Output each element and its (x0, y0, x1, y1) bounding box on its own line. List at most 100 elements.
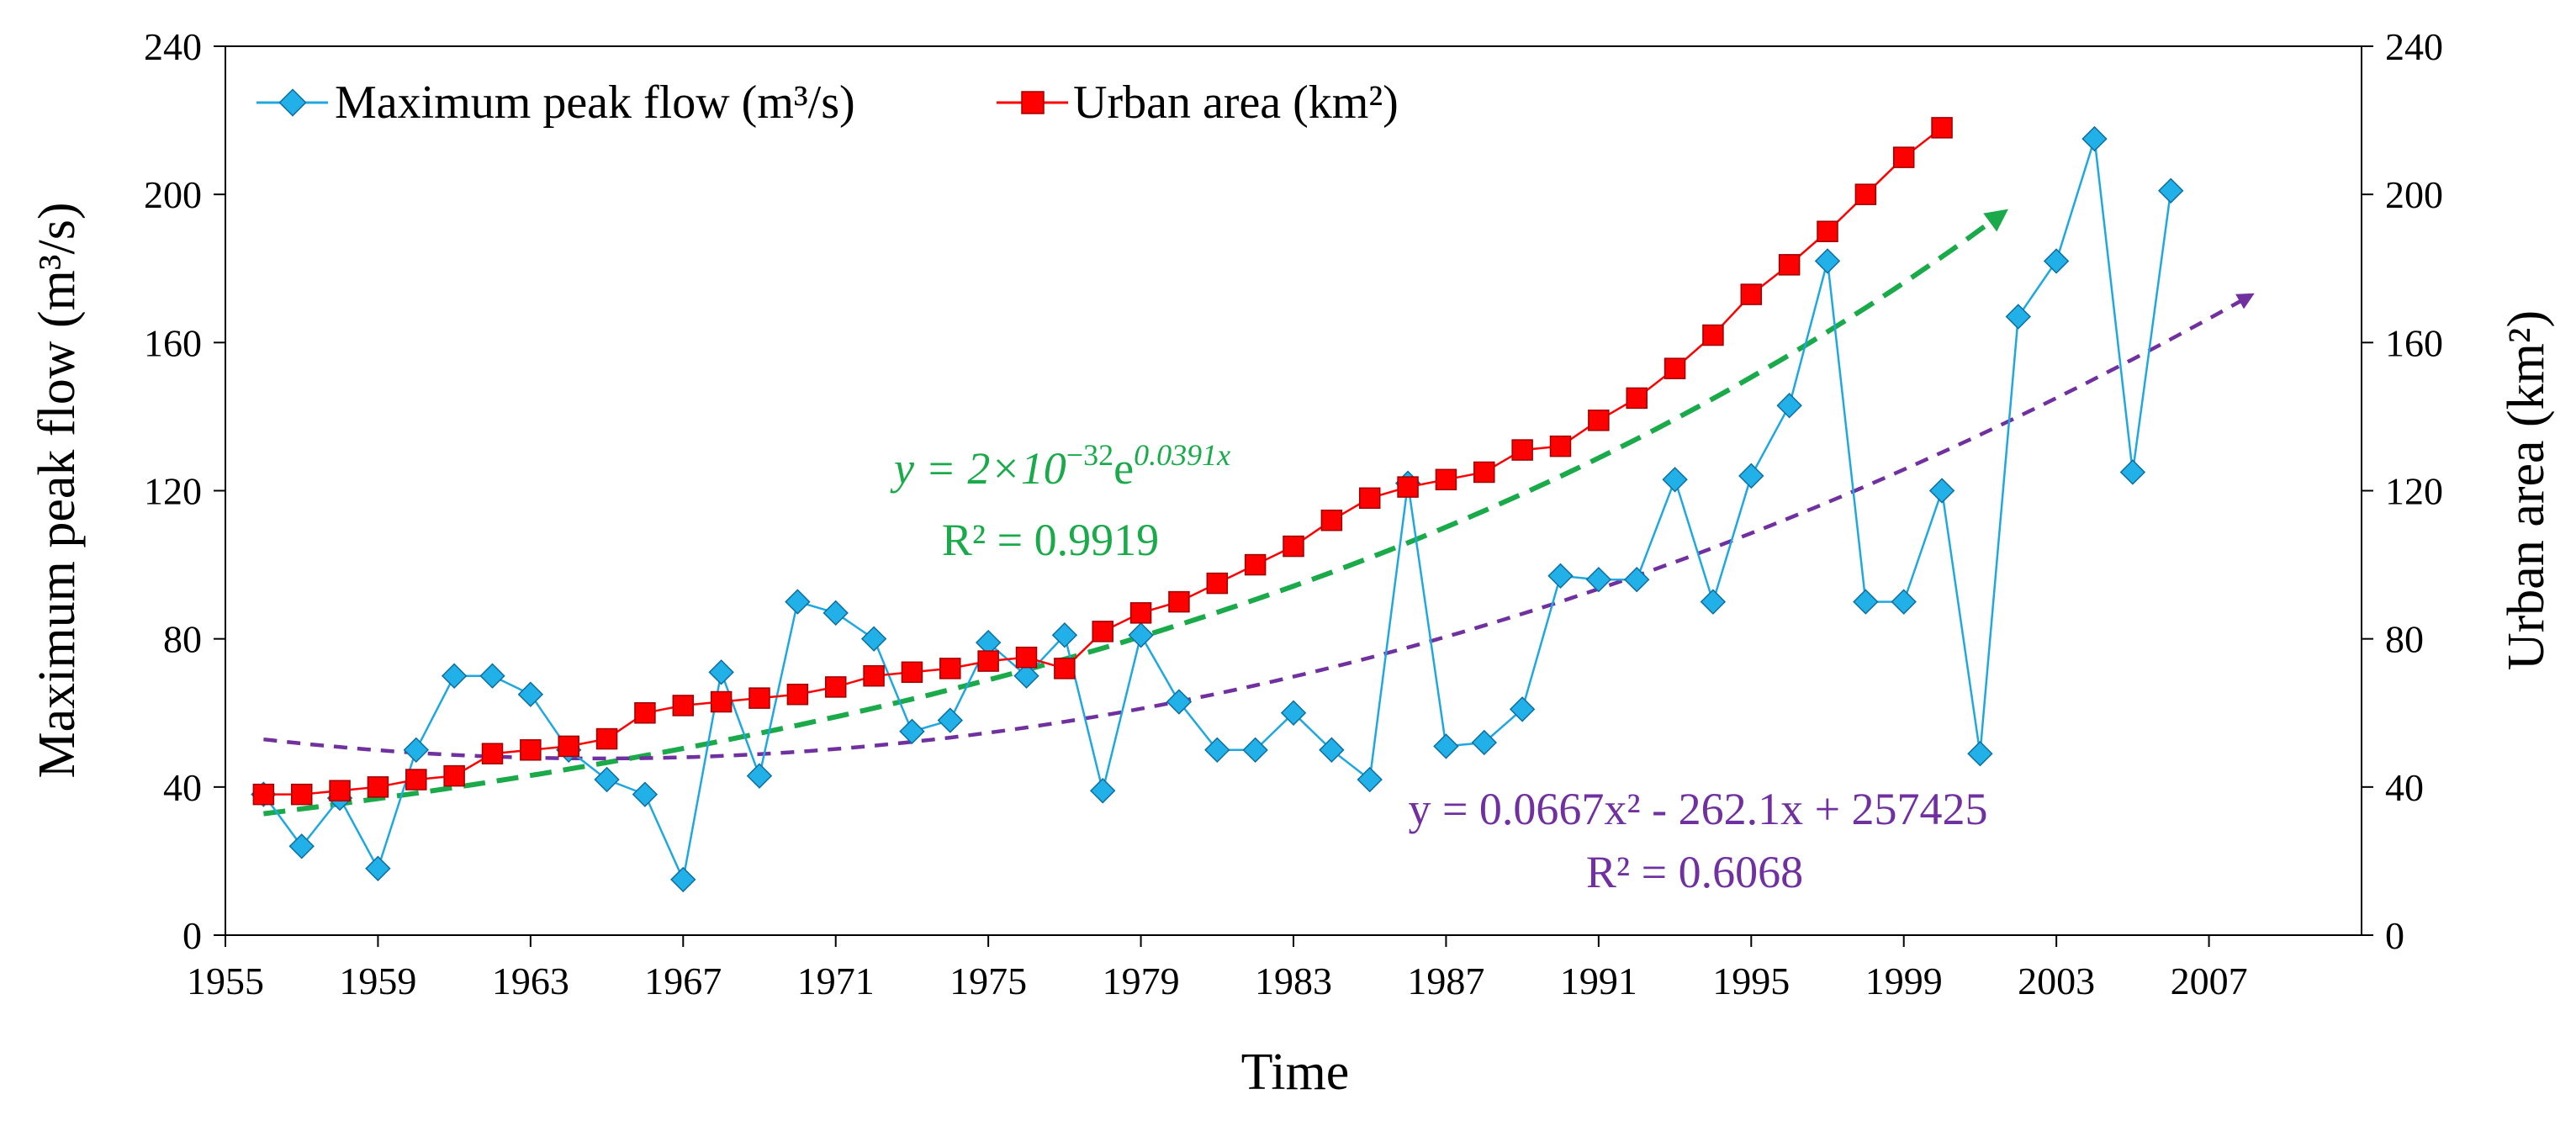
urban-area-point-1985 (1358, 487, 1381, 510)
peak-flow-point-1974 (937, 707, 964, 733)
urban-area-point-1962 (481, 743, 504, 764)
x-tick-label-1967: 1967 (644, 960, 722, 1002)
urban-area-point-1958 (329, 780, 351, 801)
y-axis-title-right: Urban area (km²) (2498, 310, 2555, 670)
urban-area-point-1986 (1397, 476, 1419, 498)
exp-eq-prefix: y = 2×10 (890, 443, 1066, 494)
x-tick-label-2003: 2003 (2018, 960, 2095, 1002)
urban-area-point-1990 (1549, 435, 1572, 457)
x-tick-label-1963: 1963 (492, 960, 569, 1002)
x-tick-label-1955: 1955 (187, 960, 264, 1002)
peak-flow-point-2002 (2005, 304, 2031, 330)
urban-area-point-1969 (748, 687, 770, 709)
urban-area-point-1989 (1511, 439, 1533, 461)
peak-flow-point-1998 (1853, 589, 1879, 615)
y-right-tick-label-200: 200 (2385, 173, 2443, 216)
urban-area-point-1970 (786, 683, 809, 706)
urban-area-point-1981 (1206, 572, 1229, 595)
peak-flow-point-2003 (2043, 248, 2070, 274)
urban-area-point-2000 (1931, 117, 1953, 139)
urban-area-point-1966 (634, 702, 656, 724)
urban-area-point-1965 (595, 727, 618, 750)
plot-frame-group (225, 45, 2362, 936)
peak-flow-point-1988 (1471, 729, 1498, 756)
peak-flow-point-1957 (288, 833, 315, 859)
urban-area-point-1961 (443, 764, 465, 787)
peak-flow-point-2006 (2158, 177, 2184, 204)
urban-area-point-1993 (1664, 357, 1686, 379)
y-axis-title-left: Maximum peak flow (m³/s) (29, 203, 86, 779)
trendlines-group (263, 209, 2255, 817)
peak-flow-point-1984 (1319, 737, 1345, 763)
urban-area-point-1999 (1892, 146, 1915, 168)
peak-flow-point-2005 (2119, 459, 2146, 485)
peak-flow-point-1972 (860, 626, 887, 652)
exp-trend-r2: R² = 0.9919 (942, 515, 1159, 565)
peak-flow-point-1995 (1738, 463, 1764, 489)
urban-area-point-1978 (1092, 621, 1113, 642)
peak-flow-point-1960 (403, 737, 429, 763)
peak-flow-point-1991 (1585, 566, 1612, 593)
peak-flow-point-2000 (1928, 478, 1955, 504)
peak-flow-point-1985 (1357, 766, 1383, 793)
y-right-tick-label-0: 0 (2385, 914, 2404, 957)
urban-area-point-1959 (367, 776, 389, 798)
urban-area-point-1992 (1626, 387, 1648, 410)
poly-trend-equation: y = 0.0667x² - 262.1x + 257425 (1408, 784, 1987, 834)
peak-flow-point-1967 (670, 866, 696, 893)
peak-flow-point-1982 (1242, 737, 1268, 764)
urban-area-point-1994 (1702, 324, 1724, 346)
urban-area-point-1995 (1740, 283, 1763, 305)
peak-flow-point-1996 (1776, 393, 1802, 419)
urban-area-point-1982 (1244, 553, 1267, 576)
peak-flow-point-1963 (517, 681, 544, 707)
urban-area-point-1976 (1015, 646, 1038, 669)
series-group (251, 117, 2184, 893)
urban-area-point-1964 (558, 735, 579, 758)
x-tick-label-1987: 1987 (1407, 960, 1484, 1002)
urban-area-point-1956 (252, 783, 275, 806)
x-tick-label-2007: 2007 (2171, 960, 2248, 1002)
poly-trendline (263, 293, 2255, 761)
peak-flow-point-1980 (1166, 689, 1193, 715)
urban-area-point-1968 (710, 690, 733, 713)
urban-area-point-1998 (1854, 183, 1877, 205)
peak-flow-point-1993 (1662, 467, 1688, 493)
tick-labels-group: 1955 1959 1963 1967 1971 1975 1979 1983 1987 1991… (144, 25, 2443, 1002)
legend-marker-urban-area (1021, 91, 1045, 114)
x-tick-label-1971: 1971 (797, 960, 875, 1002)
peak-flow-point-1961 (441, 663, 468, 689)
peak-flow-point-1987 (1433, 733, 1459, 759)
legend: Maximum peak flow (m³/s) Urban area (km²… (257, 77, 1399, 129)
x-tick-label-1983: 1983 (1255, 960, 1332, 1002)
peak-flow-point-1970 (785, 589, 811, 615)
urban-area-point-1957 (290, 783, 313, 806)
x-tick-label-1959: 1959 (339, 960, 416, 1002)
urban-area-point-1991 (1588, 410, 1610, 431)
peak-flow-point-1969 (746, 763, 773, 789)
y-left-tick-label-80: 80 (163, 618, 202, 661)
peak-flow-point-1994 (1700, 589, 1727, 615)
y-left-tick-label-160: 160 (144, 321, 202, 364)
urban-area-point-1980 (1168, 590, 1190, 613)
urban-area-point-1988 (1473, 461, 1495, 484)
urban-area-point-1975 (977, 650, 999, 672)
exp-trendline (263, 209, 2008, 817)
peak-flow-point-1975 (975, 629, 1002, 656)
urban-area-point-1973 (901, 661, 923, 684)
peak-flow-point-1992 (1624, 567, 1650, 593)
legend-label-urban-area: Urban area (km²) (1073, 77, 1399, 129)
poly-trend-annotation: y = 0.0667x² - 262.1x + 257425 R² = 0.60… (1408, 784, 1987, 897)
peak-flow-point-1983 (1280, 700, 1307, 726)
peak-flow-point-1999 (1891, 589, 1917, 615)
urban-area-point-1987 (1435, 468, 1457, 491)
peak-flow-point-1962 (479, 663, 505, 689)
peak-flow-point-1978 (1089, 778, 1116, 804)
y-right-tick-label-160: 160 (2385, 321, 2443, 364)
exp-eq-e: e (1113, 443, 1134, 494)
urban-area-point-1972 (863, 664, 885, 687)
urban-area-point-1967 (672, 695, 695, 716)
y-left-tick-label-40: 40 (163, 766, 202, 809)
y-right-tick-label-80: 80 (2385, 618, 2424, 661)
